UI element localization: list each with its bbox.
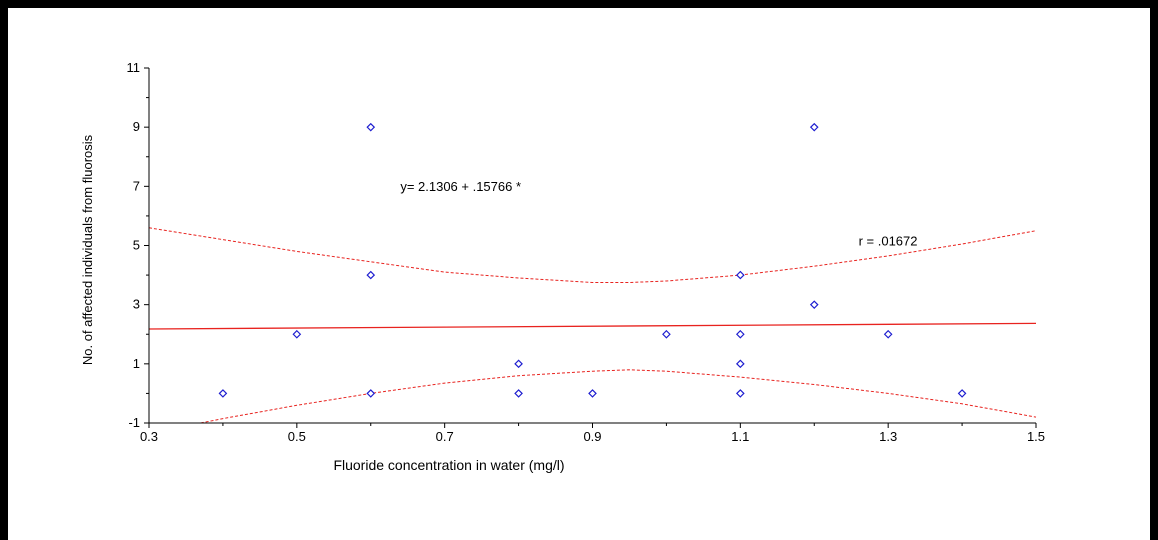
- y-tick-label: 1: [133, 356, 140, 371]
- scatter-chart: 0.3 0.5 0.7 0.9 1.1 1.3 1.5 -1 1 3 5 7 9 11 y= 2.1306…: [80, 60, 1046, 473]
- data-point: [366, 122, 376, 132]
- x-tick-label: 0.5: [288, 429, 306, 444]
- data-point: [514, 389, 523, 398]
- x-tick-label: 0.7: [436, 429, 454, 444]
- data-point: [514, 359, 523, 369]
- lower-confidence-band: [200, 369, 1037, 424]
- confidence-band-layer: [148, 227, 1037, 424]
- data-point: [883, 329, 893, 339]
- chart-annotation: y= 2.1306 + .15766 *: [400, 179, 521, 194]
- x-tick-label: 1.1: [731, 429, 749, 444]
- data-point: [588, 389, 597, 398]
- data-point: [809, 122, 819, 132]
- y-axis-label: No. of affected individuals from fluoros…: [80, 134, 95, 365]
- data-point: [366, 270, 376, 280]
- data-point: [218, 389, 228, 398]
- data-point: [809, 300, 819, 310]
- x-tick-label: 1.5: [1027, 429, 1045, 444]
- axes-layer: 0.3 0.5 0.7 0.9 1.1 1.3 1.5 -1 1 3 5 7 9 11: [127, 60, 1046, 444]
- x-tick-label: 0.9: [583, 429, 601, 444]
- y-tick-label: 5: [133, 238, 140, 253]
- annotations-layer: y= 2.1306 + .15766 * r = .01672: [400, 179, 917, 249]
- data-point: [662, 329, 671, 339]
- chart-annotation: r = .01672: [859, 234, 918, 249]
- data-point: [735, 270, 745, 280]
- x-axis-label: Fluoride concentration in water (mg/l): [333, 457, 564, 473]
- regression-layer: [148, 322, 1037, 330]
- y-tick-label: 3: [133, 297, 140, 312]
- upper-confidence-band: [148, 227, 1037, 283]
- data-point: [735, 329, 745, 339]
- data-point: [366, 389, 376, 398]
- data-point: [735, 359, 745, 369]
- data-points-layer: [218, 122, 967, 398]
- x-tick-label: 0.3: [140, 429, 158, 444]
- data-point: [735, 389, 745, 398]
- y-tick-label: 11: [127, 60, 141, 75]
- x-tick-label: 1.3: [879, 429, 897, 444]
- data-point: [292, 329, 302, 339]
- y-tick-label: -1: [128, 415, 140, 430]
- y-tick-label: 7: [133, 178, 140, 193]
- y-tick-label: 9: [133, 119, 140, 134]
- data-point: [957, 389, 967, 398]
- regression-line: [148, 322, 1037, 330]
